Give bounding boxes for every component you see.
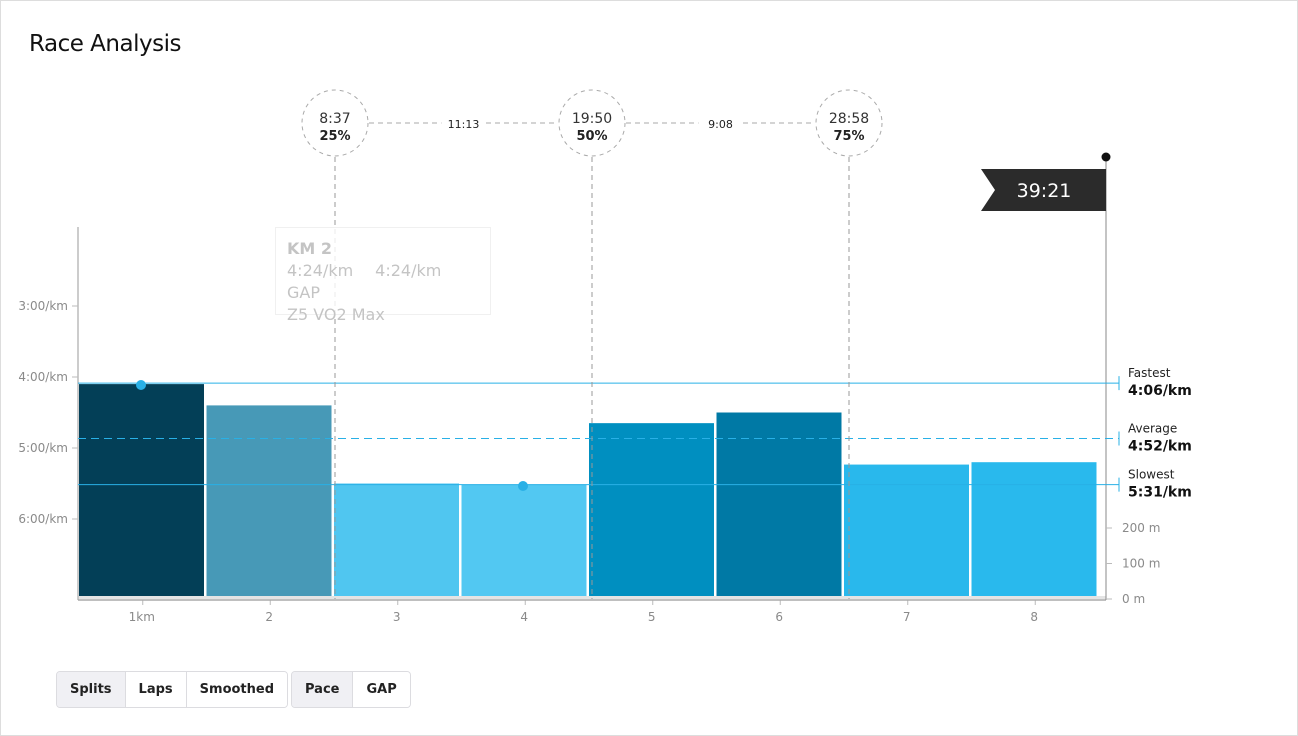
- y-tick-label: 6:00/km: [18, 512, 68, 526]
- finish-time: 39:21: [1017, 180, 1072, 202]
- checkpoint-circle: [301, 89, 369, 157]
- ref-value: 5:31/km: [1128, 485, 1192, 501]
- tooltip-zone: Z5 VO2 Max: [287, 305, 385, 324]
- ref-label: Fastest: [1128, 366, 1171, 380]
- x-tick-label: 7: [903, 610, 911, 624]
- slowest-marker: [518, 481, 528, 491]
- checkpoint-percent: 50%: [576, 129, 607, 144]
- checkpoint-percent: 25%: [319, 129, 350, 144]
- tooltip-pace: 4:24/km: [287, 261, 354, 280]
- checkpoint-circle: [558, 89, 626, 157]
- elevation-tick-label: 100 m: [1122, 557, 1160, 571]
- ref-label: Average: [1128, 422, 1177, 436]
- x-tick-label: 3: [393, 610, 401, 624]
- elevation-profile: [78, 596, 1106, 599]
- y-tick-label: 3:00/km: [18, 299, 68, 313]
- checkpoint-time: 19:50: [572, 111, 612, 127]
- bar-5: [589, 423, 714, 599]
- gap-button[interactable]: GAP: [353, 672, 410, 707]
- tooltip-heading: KM 2: [287, 239, 333, 258]
- ref-value: 4:06/km: [1128, 383, 1192, 399]
- x-tick-label: 6: [775, 610, 783, 624]
- x-tick-label: 5: [648, 610, 656, 624]
- ref-value: 4:52/km: [1128, 439, 1192, 455]
- interval-bg: [441, 115, 486, 131]
- bar-4: [461, 484, 587, 599]
- x-tick-label: 8: [1030, 610, 1038, 624]
- checkpoint-circle: [815, 89, 883, 157]
- tooltip-gap: 4:24/km GAP: [287, 261, 442, 302]
- laps-button[interactable]: Laps: [125, 672, 187, 707]
- pace-button[interactable]: Pace: [292, 672, 354, 707]
- bar-1km: [79, 384, 204, 599]
- bar-2: [206, 405, 332, 599]
- interval-time: 9:08: [708, 118, 733, 131]
- x-tick-label: 4: [520, 610, 528, 624]
- bar-6: [716, 412, 842, 599]
- finish-pin: [1101, 152, 1111, 162]
- splits-button[interactable]: Splits: [57, 672, 126, 707]
- checkpoint-time: 8:37: [319, 111, 350, 127]
- bar-7: [844, 464, 969, 599]
- split-tooltip: KM 2 4:24/km 4:24/km GAP Z5 VO2 Max: [275, 227, 491, 324]
- checkpoint-percent: 75%: [833, 129, 864, 144]
- interval-bg: [698, 115, 743, 131]
- ref-label: Slowest: [1128, 468, 1175, 482]
- metric-toggle: Pace GAP: [291, 671, 411, 708]
- bar-8: [971, 462, 1097, 599]
- interval-time: 11:13: [448, 118, 480, 131]
- elevation-tick-label: 200 m: [1122, 521, 1160, 535]
- x-tick-label: 2: [265, 610, 273, 624]
- finish-flag-icon: [981, 169, 1106, 211]
- smoothed-button[interactable]: Smoothed: [186, 672, 288, 707]
- view-toggle: Splits Laps Smoothed: [56, 671, 289, 708]
- elevation-tick-label: 0 m: [1122, 592, 1145, 606]
- x-tick-label: 1km: [129, 610, 155, 624]
- bar-3: [334, 483, 459, 599]
- y-tick-label: 4:00/km: [18, 370, 68, 384]
- page-title: Race Analysis: [29, 31, 181, 57]
- checkpoint-time: 28:58: [829, 111, 869, 127]
- y-tick-label: 5:00/km: [18, 441, 68, 455]
- fastest-marker: [136, 380, 146, 390]
